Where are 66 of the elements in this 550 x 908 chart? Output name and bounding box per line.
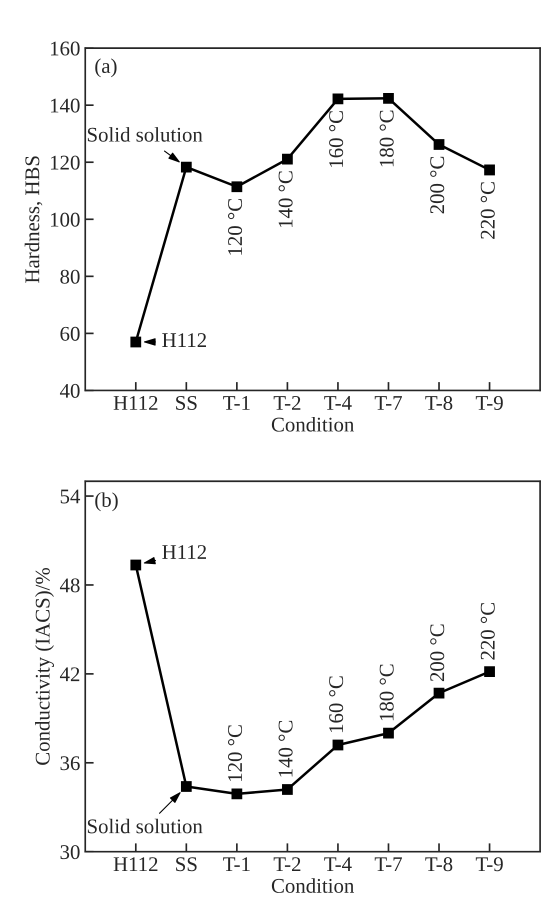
x-tick-label: T-7 [374,396,402,410]
annotation: H112 [162,333,206,347]
x-tick-label: T-1 [223,396,250,410]
point [383,92,394,104]
point [332,94,344,104]
annotation: Solid solution [88,127,203,142]
point [231,788,242,800]
x-axis-title: Condition [272,878,354,893]
annotation: 220 °C [480,603,495,660]
point [383,728,394,739]
x-tick-label: T-1 [223,857,250,872]
annotation: 220 °C [480,182,495,239]
y-tick-label: 100 [50,212,80,227]
annotation: 120 °C [228,199,242,255]
y-tick-label: 54 [60,490,80,504]
point [484,164,495,176]
x-tick-label: H112 [114,396,158,410]
point [180,781,192,792]
annotation: 180 °C [380,664,394,720]
y-tick-label: 36 [60,756,80,770]
y-tick-label: 120 [50,156,80,170]
x-axis-title: Condition [272,416,354,432]
x-tick-label: T-8 [425,857,452,872]
point [332,740,344,750]
annotation: 180 °C [380,110,394,166]
x-tick-label: T-2 [274,396,300,410]
x-tick-label: T-4 [324,396,352,410]
point [282,154,293,164]
point [180,162,192,172]
point [434,139,444,150]
y-tick-label: 48 [60,578,80,592]
annotation: 140 °C [278,171,293,228]
y-tick-label: 160 [50,42,80,56]
y-axis-title: Conductivity (IACS)/% [35,568,54,765]
annotation: 200 °C [430,624,444,682]
annotation: (b) [95,492,118,512]
annotation: (a) [95,58,117,78]
x-tick-label: T-8 [425,396,452,410]
annotation: 160 °C [329,676,344,732]
x-tick-label: H112 [114,857,158,872]
y-tick-label: 40 [60,384,80,398]
annotation: 120 °C [228,725,242,781]
y-tick-label: 30 [60,845,80,860]
x-tick-label: SS [176,396,197,410]
x-tick-label: T-9 [476,857,503,872]
y-tick-label: 42 [60,667,80,682]
y-tick-label: 80 [60,270,80,284]
x-tick-label: T-9 [476,396,503,410]
x-tick-label: T-7 [374,857,402,872]
x-tick-label: T-2 [274,857,300,872]
x-tick-label: SS [176,857,197,872]
point [434,688,444,699]
x-tick-label: T-4 [324,857,352,872]
point [484,666,495,678]
annotation: 160 °C [329,111,344,167]
point [130,560,142,570]
y-axis-title: Hardness, HBS [24,156,42,283]
point [130,336,142,348]
point [282,784,293,795]
annotation: 140 °C [278,720,293,777]
annotation: 200 °C [430,156,444,214]
point [231,181,242,192]
annotation: H112 [162,545,206,559]
y-tick-label: 140 [50,98,80,113]
annotation: Solid solution [88,818,203,834]
y-tick-label: 60 [60,326,80,341]
